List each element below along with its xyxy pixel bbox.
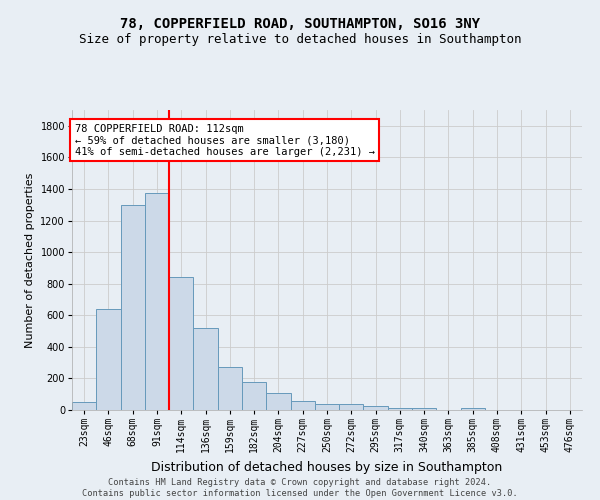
Y-axis label: Number of detached properties: Number of detached properties <box>25 172 35 348</box>
X-axis label: Distribution of detached houses by size in Southampton: Distribution of detached houses by size … <box>151 460 503 473</box>
Bar <box>145 193 169 410</box>
Bar <box>339 404 364 410</box>
Bar <box>266 394 290 410</box>
Bar <box>412 408 436 410</box>
Bar <box>121 204 145 410</box>
Bar <box>96 309 121 410</box>
Bar <box>364 406 388 410</box>
Bar <box>461 408 485 410</box>
Text: Size of property relative to detached houses in Southampton: Size of property relative to detached ho… <box>79 32 521 46</box>
Bar <box>193 328 218 410</box>
Bar <box>169 278 193 410</box>
Bar <box>315 404 339 410</box>
Bar <box>72 402 96 410</box>
Text: 78, COPPERFIELD ROAD, SOUTHAMPTON, SO16 3NY: 78, COPPERFIELD ROAD, SOUTHAMPTON, SO16 … <box>120 18 480 32</box>
Bar <box>290 402 315 410</box>
Bar <box>388 408 412 410</box>
Text: 78 COPPERFIELD ROAD: 112sqm
← 59% of detached houses are smaller (3,180)
41% of : 78 COPPERFIELD ROAD: 112sqm ← 59% of det… <box>74 124 374 156</box>
Text: Contains HM Land Registry data © Crown copyright and database right 2024.
Contai: Contains HM Land Registry data © Crown c… <box>82 478 518 498</box>
Bar <box>218 366 242 410</box>
Bar <box>242 382 266 410</box>
